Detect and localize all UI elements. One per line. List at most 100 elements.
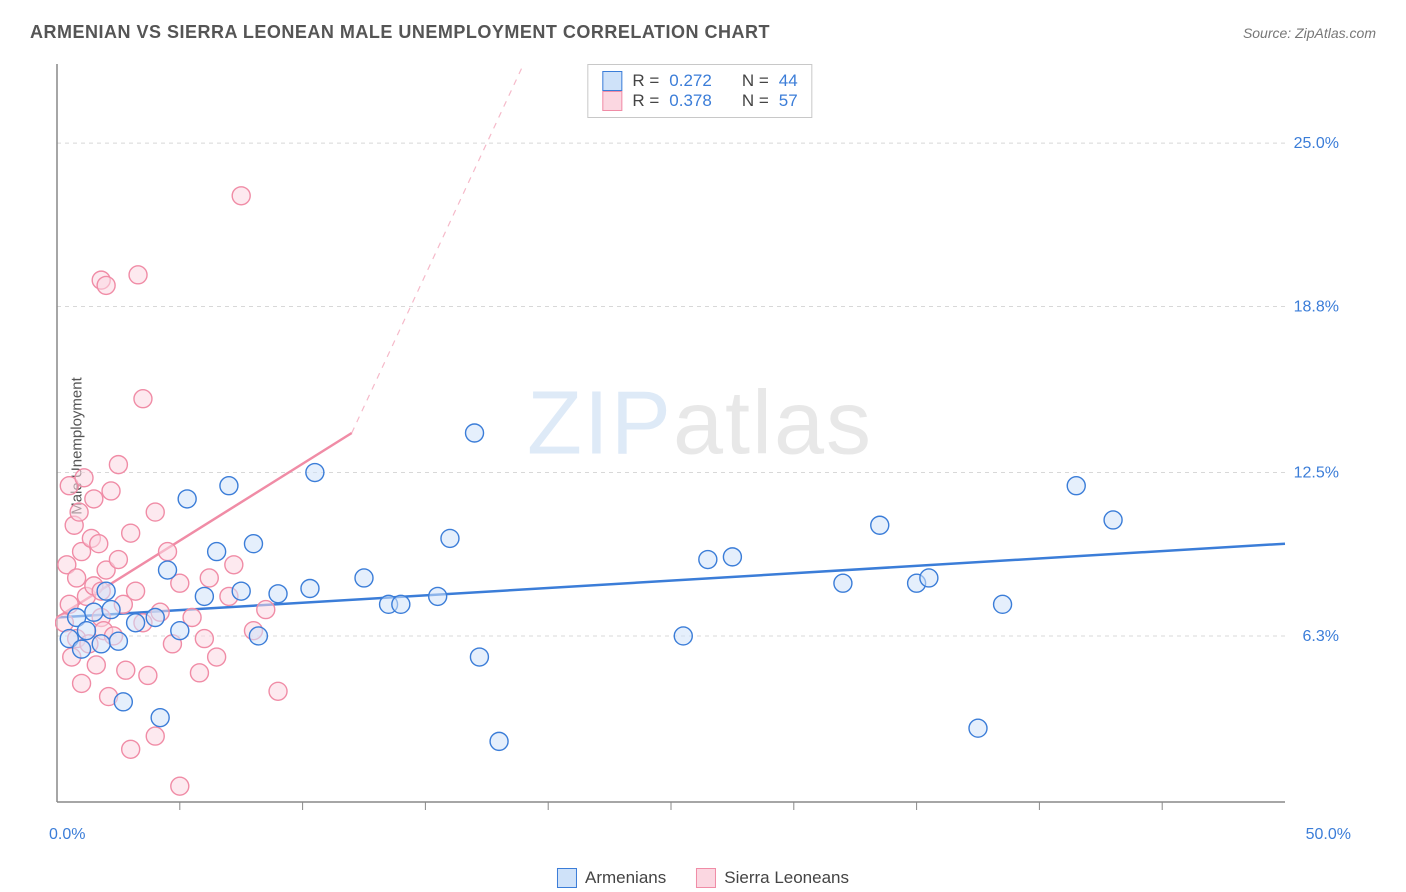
data-point bbox=[208, 543, 226, 561]
data-point bbox=[85, 603, 103, 621]
series-legend: Armenians Sierra Leoneans bbox=[557, 868, 849, 888]
data-point bbox=[77, 622, 95, 640]
data-point bbox=[244, 535, 262, 553]
data-point bbox=[355, 569, 373, 587]
data-point bbox=[306, 464, 324, 482]
data-point bbox=[225, 556, 243, 574]
data-point bbox=[90, 535, 108, 553]
plot-area: 6.3%12.5%18.8%25.0% ZIPatlas R =0.272N =… bbox=[55, 58, 1345, 820]
data-point bbox=[85, 490, 103, 508]
data-point bbox=[122, 524, 140, 542]
data-point bbox=[994, 595, 1012, 613]
data-point bbox=[159, 561, 177, 579]
r-value: 0.272 bbox=[669, 71, 712, 91]
n-label: N = bbox=[742, 71, 769, 91]
data-point bbox=[429, 587, 447, 605]
x-axis-min: 0.0% bbox=[49, 826, 85, 844]
data-point bbox=[117, 661, 135, 679]
chart-source: Source: ZipAtlas.com bbox=[1243, 25, 1376, 41]
r-label: R = bbox=[632, 71, 659, 91]
n-label: N = bbox=[742, 91, 769, 111]
r-label: R = bbox=[632, 91, 659, 111]
data-point bbox=[75, 469, 93, 487]
data-point bbox=[109, 632, 127, 650]
data-point bbox=[146, 503, 164, 521]
data-point bbox=[146, 609, 164, 627]
legend-swatch bbox=[602, 71, 622, 91]
data-point bbox=[122, 740, 140, 758]
data-point bbox=[470, 648, 488, 666]
data-point bbox=[127, 582, 145, 600]
data-point bbox=[208, 648, 226, 666]
data-point bbox=[171, 622, 189, 640]
data-point bbox=[269, 682, 287, 700]
legend-item: Armenians bbox=[557, 868, 666, 888]
data-point bbox=[70, 503, 88, 521]
data-point bbox=[178, 490, 196, 508]
data-point bbox=[723, 548, 741, 566]
stats-row: R = 0.378 N = 57 bbox=[602, 91, 797, 111]
legend-swatch bbox=[696, 868, 716, 888]
data-point bbox=[151, 709, 169, 727]
data-point bbox=[134, 390, 152, 408]
chart-title: ARMENIAN VS SIERRA LEONEAN MALE UNEMPLOY… bbox=[30, 22, 770, 43]
data-point bbox=[109, 551, 127, 569]
data-point bbox=[68, 569, 86, 587]
data-point bbox=[129, 266, 147, 284]
data-point bbox=[920, 569, 938, 587]
y-tick-label: 6.3% bbox=[1303, 628, 1339, 645]
data-point bbox=[232, 187, 250, 205]
n-value: 44 bbox=[779, 71, 798, 91]
data-point bbox=[97, 582, 115, 600]
data-point bbox=[441, 529, 459, 547]
data-point bbox=[249, 627, 267, 645]
data-point bbox=[699, 551, 717, 569]
data-point bbox=[171, 777, 189, 795]
data-point bbox=[195, 630, 213, 648]
data-point bbox=[127, 614, 145, 632]
legend-swatch bbox=[602, 91, 622, 111]
data-point bbox=[301, 580, 319, 598]
legend-item: Sierra Leoneans bbox=[696, 868, 849, 888]
data-point bbox=[109, 456, 127, 474]
scatter-chart: 6.3% 12.5% 18.8% 25.0% bbox=[55, 58, 1345, 820]
data-point bbox=[114, 693, 132, 711]
data-point bbox=[674, 627, 692, 645]
data-point bbox=[92, 635, 110, 653]
data-point bbox=[257, 601, 275, 619]
data-point bbox=[102, 482, 120, 500]
stats-row: R = 0.272 N = 44 bbox=[602, 71, 797, 91]
data-point bbox=[97, 276, 115, 294]
data-point bbox=[87, 656, 105, 674]
legend-swatch bbox=[557, 868, 577, 888]
r-value: 0.378 bbox=[669, 91, 712, 111]
data-point bbox=[232, 582, 250, 600]
y-tick-label: 25.0% bbox=[1294, 135, 1339, 152]
x-axis-max: 50.0% bbox=[1306, 826, 1351, 844]
n-value: 57 bbox=[779, 91, 798, 111]
data-point bbox=[190, 664, 208, 682]
data-point bbox=[73, 640, 91, 658]
data-point bbox=[269, 585, 287, 603]
data-point bbox=[392, 595, 410, 613]
data-point bbox=[969, 719, 987, 737]
data-point bbox=[871, 516, 889, 534]
data-point bbox=[139, 666, 157, 684]
data-point bbox=[220, 477, 238, 495]
data-point bbox=[195, 587, 213, 605]
data-point bbox=[1067, 477, 1085, 495]
data-point bbox=[102, 601, 120, 619]
y-tick-label: 18.8% bbox=[1294, 298, 1339, 315]
stats-legend: R = 0.272 N = 44 R = 0.378 N = 57 bbox=[587, 64, 812, 118]
legend-label: Armenians bbox=[585, 868, 666, 888]
legend-label: Sierra Leoneans bbox=[724, 868, 849, 888]
y-tick-label: 12.5% bbox=[1294, 465, 1339, 482]
data-point bbox=[146, 727, 164, 745]
data-point bbox=[200, 569, 218, 587]
data-point bbox=[73, 674, 91, 692]
data-point bbox=[490, 732, 508, 750]
data-point bbox=[1104, 511, 1122, 529]
data-point bbox=[159, 543, 177, 561]
data-point bbox=[466, 424, 484, 442]
data-point bbox=[834, 574, 852, 592]
